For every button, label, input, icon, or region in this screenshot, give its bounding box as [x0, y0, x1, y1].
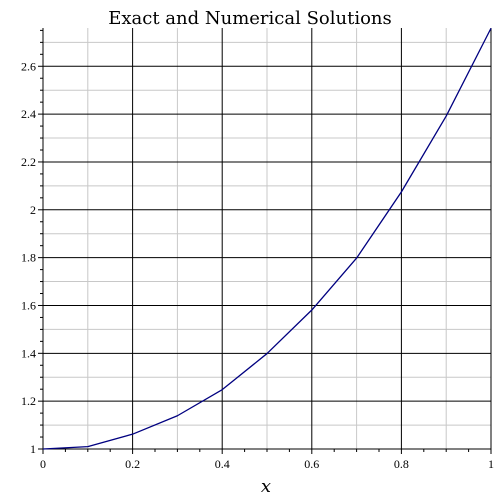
x-tick-label: 0.6 [304, 457, 319, 471]
x-tick-label: 0 [40, 457, 46, 471]
y-tick-label: 1.2 [21, 394, 36, 408]
x-tick-label: 1 [488, 457, 494, 471]
x-tick-label: 0.8 [394, 457, 409, 471]
y-tick-label: 1 [30, 442, 36, 456]
y-tick-label: 2 [30, 203, 36, 217]
x-axis-label: x [261, 476, 271, 497]
chart-title: Exact and Numerical Solutions [108, 8, 392, 29]
y-tick-label: 1.8 [21, 251, 36, 265]
ticks: 0 0.2 0.4 0.6 0.8 1 1 1.2 1.4 1.6 1.8 2 2.2 2.4 2.6 [21, 29, 494, 471]
x-tick-label: 0.4 [215, 457, 230, 471]
series [42, 27, 492, 450]
y-tick-label: 2.4 [21, 107, 36, 121]
series-line [42, 27, 492, 450]
grid [43, 28, 492, 449]
y-tick-label: 2.2 [21, 155, 36, 169]
x-tick-label: 0.2 [125, 457, 140, 471]
y-tick-label: 1.6 [21, 298, 36, 312]
y-tick-label: 2.6 [21, 59, 36, 73]
y-tick-label: 1.4 [21, 346, 36, 360]
